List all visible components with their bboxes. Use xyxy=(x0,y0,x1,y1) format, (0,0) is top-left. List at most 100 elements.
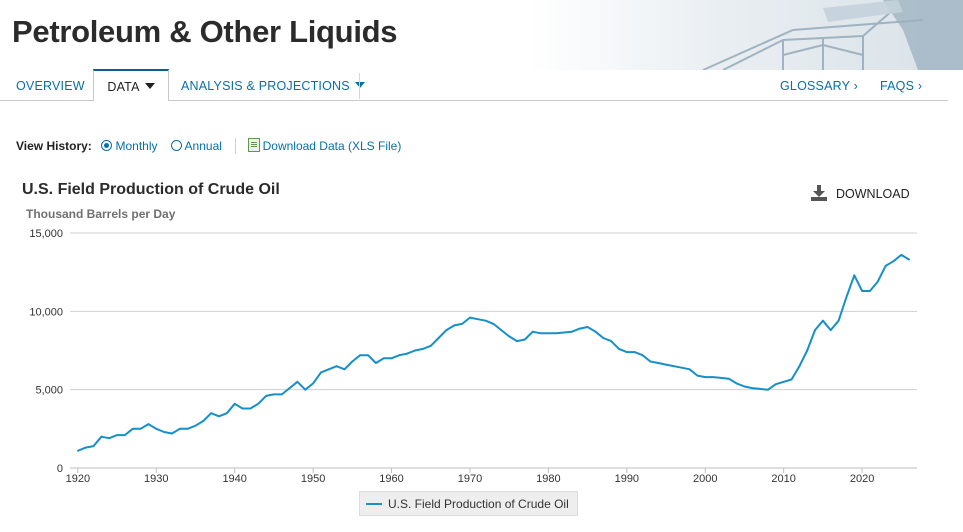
data-point xyxy=(241,407,244,410)
data-point xyxy=(821,319,824,322)
view-history-label: View History: xyxy=(16,139,92,153)
data-point xyxy=(100,435,103,438)
data-point xyxy=(304,388,307,391)
data-point xyxy=(312,382,315,385)
data-point xyxy=(531,330,534,333)
data-point xyxy=(884,265,887,267)
data-point xyxy=(320,371,322,374)
nav-divider xyxy=(359,73,360,99)
data-point xyxy=(649,360,652,363)
data-point xyxy=(751,387,754,389)
data-point xyxy=(610,340,613,342)
glossary-link[interactable]: GLOSSARY › xyxy=(780,79,858,93)
data-point xyxy=(625,351,628,353)
data-point xyxy=(790,378,793,381)
download-button[interactable]: DOWNLOAD xyxy=(810,185,910,203)
data-point xyxy=(359,354,362,357)
data-point xyxy=(461,322,464,325)
data-point xyxy=(374,362,377,364)
y-tick-label: 0 xyxy=(57,463,63,475)
data-point xyxy=(210,412,213,415)
data-point xyxy=(225,412,228,415)
data-point xyxy=(398,354,401,357)
data-point xyxy=(571,330,573,333)
data-point xyxy=(257,402,260,405)
data-point xyxy=(759,387,762,390)
data-point xyxy=(539,332,542,335)
data-point xyxy=(680,366,683,369)
data-point xyxy=(900,254,903,256)
data-point xyxy=(829,329,832,332)
x-tick-label: 1950 xyxy=(301,473,325,485)
download-xls-link[interactable]: Download Data (XLS File) xyxy=(262,139,402,153)
data-point xyxy=(147,423,150,426)
data-point xyxy=(108,437,111,440)
data-point xyxy=(280,393,283,396)
chevron-down-icon xyxy=(144,83,155,89)
data-point xyxy=(782,380,785,383)
data-point xyxy=(131,427,134,430)
data-point xyxy=(555,332,558,335)
spreadsheet-icon[interactable] xyxy=(247,138,260,152)
monthly-radio[interactable] xyxy=(101,140,113,151)
data-point xyxy=(876,280,879,283)
data-point xyxy=(547,332,550,335)
y-tick-label: 15,000 xyxy=(29,228,63,240)
view-history-controls: View History: Monthly Annual Download Da… xyxy=(16,138,401,156)
production-line-chart: 0 5,000 10,000 15,000 1920 1930 1940 1950 1960 1… xyxy=(29,228,917,485)
data-point xyxy=(712,376,714,379)
data-point xyxy=(602,337,605,339)
tab-data[interactable]: DATA xyxy=(93,69,169,101)
data-point xyxy=(123,434,126,436)
chart-y-units: Thousand Barrels per Day xyxy=(26,207,176,221)
oil-derrick-illustration xyxy=(702,0,963,70)
data-point xyxy=(508,335,511,338)
data-point xyxy=(720,377,722,379)
data-point xyxy=(273,393,275,396)
faqs-link[interactable]: FAQS › xyxy=(880,79,923,93)
x-tick-label: 2020 xyxy=(850,473,874,485)
x-tick-label: 2010 xyxy=(771,473,795,485)
annual-radio-label[interactable]: Annual xyxy=(184,139,222,153)
data-point xyxy=(92,445,95,447)
data-point xyxy=(84,446,87,449)
data-point xyxy=(492,322,495,325)
legend-swatch xyxy=(366,503,382,505)
data-point xyxy=(594,330,597,333)
data-point xyxy=(249,407,252,410)
data-point xyxy=(892,260,895,263)
data-point xyxy=(727,377,730,380)
page-header: Petroleum & Other Liquids xyxy=(0,0,963,70)
data-point xyxy=(233,402,236,405)
data-point xyxy=(523,338,526,341)
data-point xyxy=(194,424,197,427)
data-point xyxy=(806,349,809,352)
chart-title: U.S. Field Production of Crude Oil xyxy=(22,181,280,198)
data-point xyxy=(469,316,471,319)
tab-analysis-projections[interactable]: ANALYSIS & PROJECTIONS xyxy=(181,70,365,100)
tab-overview[interactable]: OVERVIEW xyxy=(16,79,85,93)
tab-analysis-label: ANALYSIS & PROJECTIONS xyxy=(181,79,350,93)
data-point xyxy=(798,365,801,368)
data-point xyxy=(445,329,448,332)
data-point xyxy=(484,319,487,322)
monthly-radio-label[interactable]: Monthly xyxy=(115,139,158,153)
data-point xyxy=(767,388,769,391)
annual-radio[interactable] xyxy=(170,140,182,151)
x-tick-label: 2000 xyxy=(693,473,717,485)
data-point xyxy=(704,376,707,379)
divider xyxy=(235,138,237,154)
data-point xyxy=(500,329,503,332)
download-label: DOWNLOAD xyxy=(836,187,910,201)
data-point xyxy=(869,290,871,292)
data-point xyxy=(351,360,354,363)
data-point xyxy=(171,432,173,435)
data-point xyxy=(163,431,166,433)
data-point xyxy=(908,258,911,261)
data-point xyxy=(76,449,79,452)
data-point xyxy=(382,357,385,360)
data-point xyxy=(422,348,424,350)
data-point xyxy=(218,415,220,418)
data-point xyxy=(343,368,346,371)
chart-legend[interactable]: U.S. Field Production of Crude Oil xyxy=(359,491,578,516)
